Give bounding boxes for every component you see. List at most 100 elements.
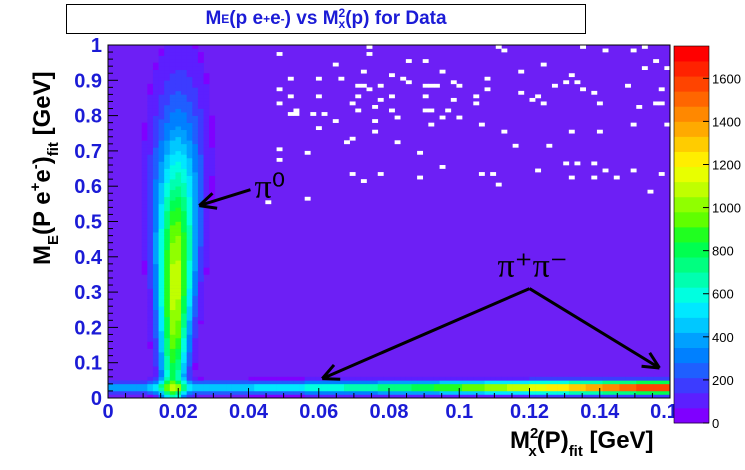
heatmap-cell — [181, 228, 187, 233]
heatmap-cell — [181, 94, 187, 99]
color-bar-step — [674, 61, 709, 77]
heatmap-cell — [192, 179, 199, 183]
heatmap-cell — [164, 186, 171, 191]
heatmap-cell — [152, 359, 159, 363]
heatmap-cell — [287, 394, 294, 399]
heatmap-empty-cell — [563, 161, 570, 166]
heatmap-cell — [535, 376, 542, 381]
heatmap-cell — [169, 154, 176, 159]
heatmap-cell — [186, 129, 193, 134]
heatmap-cell — [254, 376, 261, 381]
heatmap-cell — [141, 260, 148, 265]
heatmap-empty-cell — [495, 182, 502, 187]
heatmap-cell — [164, 147, 171, 152]
heatmap-cell — [175, 182, 182, 187]
heatmap-cell — [192, 327, 199, 332]
heatmap-cell — [147, 249, 154, 254]
heatmap-empty-cell — [580, 45, 586, 49]
heatmap-cell — [197, 193, 204, 198]
heatmap-cell — [203, 136, 210, 141]
heatmap-cell — [158, 112, 165, 116]
heatmap-cell — [186, 66, 193, 71]
heatmap-cell — [462, 390, 468, 395]
heatmap-cell — [147, 267, 154, 272]
heatmap-cell — [186, 76, 193, 81]
heatmap-cell — [664, 380, 671, 385]
heatmap-cell — [630, 390, 637, 395]
heatmap-cell — [158, 292, 165, 296]
heatmap-cell — [186, 337, 193, 342]
heatmap-empty-cell — [602, 168, 609, 173]
heatmap-cell — [169, 394, 176, 399]
heatmap-cell — [209, 154, 216, 159]
heatmap-cell — [141, 256, 148, 261]
heatmap-cell — [169, 80, 176, 85]
heatmap-cell — [197, 221, 204, 226]
heatmap-cell — [192, 73, 199, 78]
color-bar-step — [674, 76, 709, 92]
heatmap-cell — [181, 239, 187, 243]
color-bar-step — [674, 257, 709, 273]
heatmap-cell — [164, 221, 171, 226]
heatmap-cell — [147, 380, 154, 385]
heatmap-cell — [147, 122, 154, 127]
heatmap-cell — [293, 383, 300, 388]
heatmap-cell — [169, 306, 176, 311]
heatmap-cell — [181, 341, 187, 346]
heatmap-cell — [197, 228, 204, 233]
heatmap-cell — [141, 143, 148, 148]
heatmap-cell — [181, 147, 187, 152]
heatmap-cell — [372, 387, 379, 392]
heatmap-cell — [220, 380, 227, 385]
heatmap-cell — [169, 157, 176, 162]
heatmap-cell — [355, 380, 362, 385]
heatmap-cell — [186, 119, 193, 123]
heatmap-cell — [450, 383, 457, 388]
heatmap-cell — [113, 383, 120, 388]
heatmap-cell — [192, 200, 199, 205]
heatmap-cell — [192, 376, 199, 381]
heatmap-cell — [152, 288, 159, 293]
heatmap-cell — [169, 90, 176, 95]
heatmap-cell — [141, 196, 148, 201]
heatmap-cell — [181, 249, 187, 254]
heatmap-cell — [175, 172, 182, 176]
heatmap-empty-cell — [332, 119, 339, 123]
heatmap-cell — [147, 242, 154, 247]
heatmap-cell — [108, 380, 114, 385]
heatmap-cell — [147, 140, 154, 145]
heatmap-cell — [214, 380, 221, 385]
heatmap-cell — [164, 129, 171, 134]
heatmap-cell — [192, 168, 199, 173]
heatmap-cell — [287, 376, 294, 381]
heatmap-cell — [209, 161, 216, 166]
heatmap-cell — [209, 380, 216, 385]
heatmap-cell — [158, 260, 165, 265]
heatmap-cell — [164, 119, 171, 123]
heatmap-cell — [366, 380, 373, 385]
heatmap-cell — [147, 94, 154, 99]
heatmap-cell — [192, 122, 199, 127]
heatmap-cell — [563, 376, 570, 381]
heatmap-cell — [181, 76, 187, 81]
y-tick-label: 0.5 — [74, 212, 102, 234]
heatmap-cell — [158, 394, 165, 399]
heatmap-cell — [192, 161, 199, 166]
heatmap-cell — [546, 387, 553, 392]
z-tick-label: 1000 — [712, 201, 741, 216]
heatmap-cell — [181, 59, 187, 63]
heatmap-cell — [439, 387, 446, 392]
heatmap-cell — [186, 161, 193, 166]
heatmap-cell — [175, 345, 182, 349]
heatmap-cell — [197, 90, 204, 95]
heatmap-empty-cell — [568, 175, 575, 180]
heatmap-cell — [411, 387, 418, 392]
heatmap-cell — [315, 383, 322, 388]
heatmap-cell — [203, 119, 210, 123]
heatmap-cell — [529, 394, 536, 399]
heatmap-cell — [242, 387, 249, 392]
heatmap-cell — [192, 48, 199, 53]
heatmap-cell — [169, 48, 176, 53]
heatmap-cell — [158, 249, 165, 254]
heatmap-empty-cell — [344, 140, 350, 145]
